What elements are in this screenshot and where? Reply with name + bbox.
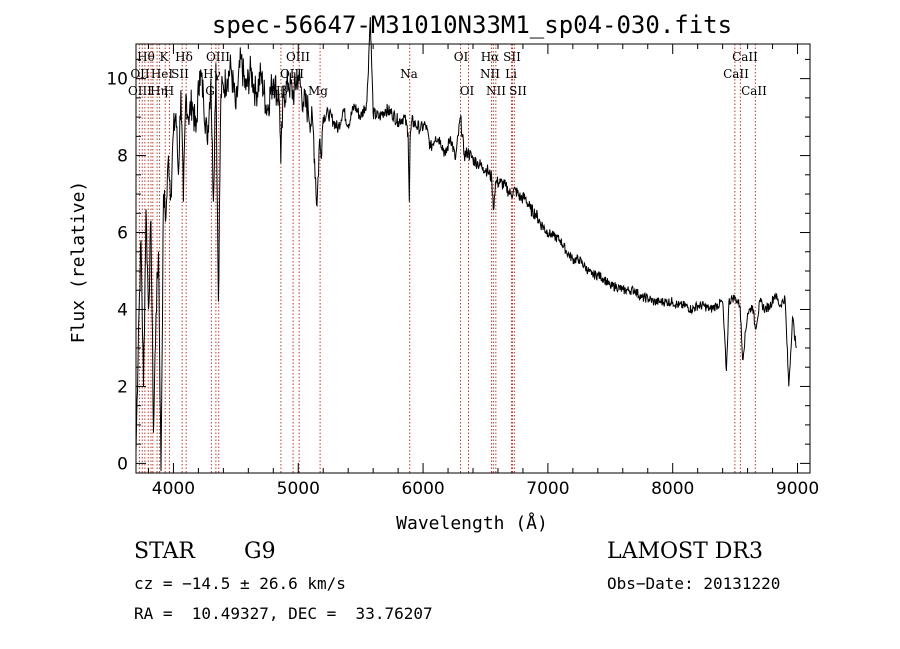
marker-label: Hθ [137,50,155,64]
marker-label: Hγ [203,67,221,81]
marker-label: SII [509,84,527,98]
marker-label: HeI [151,67,174,81]
survey-name: LAMOST DR3 [607,539,763,564]
x-axis-ticks: 4000 5000 6000 7000 8000 9000 [147,44,819,499]
marker-label: Li [505,67,517,81]
plot-frame [135,43,811,474]
marker-label: OI [460,84,475,98]
x-tick-label: 8000 [651,479,694,499]
y-axis-ticks: 0 2 4 6 8 10 [106,58,810,474]
marker-label: OII [130,67,150,81]
x-tick-label: 7000 [526,479,569,499]
x-tick-label: 9000 [776,479,819,499]
flux-series-line [135,17,797,472]
marker-label: SII [503,50,521,64]
y-tick-label: 10 [106,70,128,90]
marker-label: Hα [481,50,500,64]
marker-label: CaII [741,84,767,98]
marker-label: OIII [128,84,152,98]
marker-label: CaII [723,67,749,81]
marker-label: OI [454,50,469,64]
marker-label: NII [486,84,506,98]
x-tick-label: 5000 [277,479,320,499]
marker-label: Hη [150,84,168,98]
y-tick-label: 2 [117,377,128,397]
x-tick-label: 4000 [152,479,195,499]
y-tick-label: 6 [117,224,128,244]
marker-label: OIII [280,67,304,81]
y-axis-label: Flux (relative) [68,181,89,344]
line-markers [138,44,756,473]
marker-label: CaII [732,50,758,64]
ra-dec-coordinates: RA = 10.49327, DEC = 33.76207 [134,604,433,623]
x-axis-label: Wavelength (Å) [396,512,548,534]
marker-label: NII [480,67,500,81]
marker-label: Na [400,67,418,81]
y-tick-label: 0 [117,454,128,474]
redshift-cz: cz = −14.5 ± 26.6 km/s [134,574,346,593]
chart-title: spec-56647-M31010N33M1_sp04-030.fits [212,11,732,39]
observation-date: Obs−Date: 20131220 [607,574,781,593]
y-tick-label: 8 [117,147,128,167]
object-class: STAR [134,539,195,564]
marker-label: OIII [206,50,230,64]
marker-label: K [160,50,170,64]
marker-label: H [164,84,174,98]
y-tick-label: 4 [117,300,128,320]
marker-label: OIII [286,50,310,64]
marker-label: SII [171,67,189,81]
marker-label: Hδ [175,50,193,64]
x-tick-label: 6000 [401,479,444,499]
object-subclass: G9 [244,539,276,564]
marker-label: Mg [308,84,328,98]
